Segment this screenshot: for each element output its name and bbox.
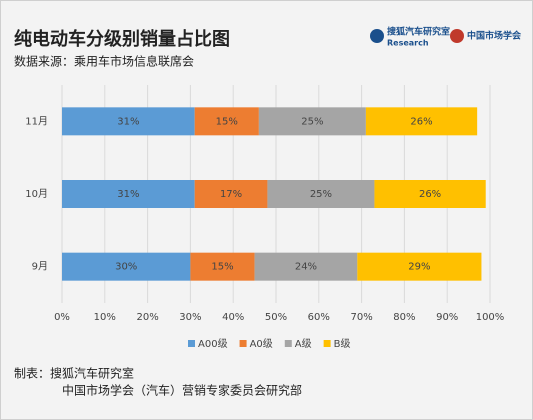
value-label: 17%	[220, 189, 242, 200]
legend-label: A级	[295, 338, 312, 350]
y-tick-label: 10月	[25, 188, 48, 200]
bar-segment	[62, 252, 191, 281]
legend-label: B级	[334, 338, 351, 350]
bar-segment	[62, 107, 195, 136]
bar-segment	[267, 180, 375, 208]
value-label: 25%	[301, 116, 323, 127]
y-tick-label: 11月	[25, 115, 48, 127]
bar-segment	[374, 180, 486, 208]
value-label: 15%	[211, 262, 233, 273]
legend-swatch	[323, 340, 331, 347]
footer: 制表：搜狐汽车研究室	[14, 366, 134, 381]
x-tick-label: 100%	[476, 312, 505, 323]
legend-swatch	[239, 340, 247, 347]
chart-subtitle: 数据来源：乘用车市场信息联席会	[14, 54, 194, 69]
value-label: 26%	[410, 116, 432, 127]
x-tick-label: 0%	[54, 312, 70, 323]
legend-swatch	[284, 340, 292, 347]
bar-segment	[365, 107, 478, 136]
bar-segment	[194, 107, 259, 136]
x-tick-label: 10%	[94, 312, 116, 323]
value-label: 30%	[115, 262, 137, 273]
logo-text: Research	[387, 39, 429, 48]
x-tick-label: 50%	[265, 312, 287, 323]
x-tick-label: 40%	[222, 312, 244, 323]
value-label: 15%	[216, 116, 238, 127]
footer: 中国市场学会（汽车）营销专家委员会研究部	[62, 383, 302, 398]
value-label: 25%	[310, 189, 332, 200]
bar-segment	[194, 180, 268, 208]
y-tick-label: 9月	[32, 261, 48, 273]
x-tick-label: 20%	[136, 312, 158, 323]
bar-segment	[190, 252, 255, 281]
logo-icon	[370, 29, 384, 43]
value-label: 26%	[419, 189, 441, 200]
logo-text: 中国市场学会	[467, 30, 522, 42]
value-label: 31%	[117, 116, 139, 127]
legend-swatch	[188, 340, 195, 347]
value-label: 29%	[408, 262, 430, 273]
value-label: 31%	[117, 189, 139, 200]
x-tick-label: 70%	[350, 312, 372, 323]
bar-segment	[254, 252, 358, 281]
value-label: 24%	[295, 262, 317, 273]
logo-text: 搜狐汽车研究室	[387, 26, 450, 38]
x-tick-label: 60%	[308, 312, 330, 323]
bar-segment	[258, 107, 366, 136]
chart-title: 纯电动车分级别销量占比图	[14, 28, 230, 50]
bar-segment	[357, 252, 482, 281]
bar-segment	[62, 180, 195, 208]
legend-label: A00级	[198, 338, 228, 350]
x-tick-label: 30%	[179, 312, 201, 323]
x-tick-label: 80%	[393, 312, 415, 323]
logo-icon	[450, 29, 464, 43]
legend-label: A0级	[250, 338, 273, 350]
x-tick-label: 90%	[436, 312, 458, 323]
